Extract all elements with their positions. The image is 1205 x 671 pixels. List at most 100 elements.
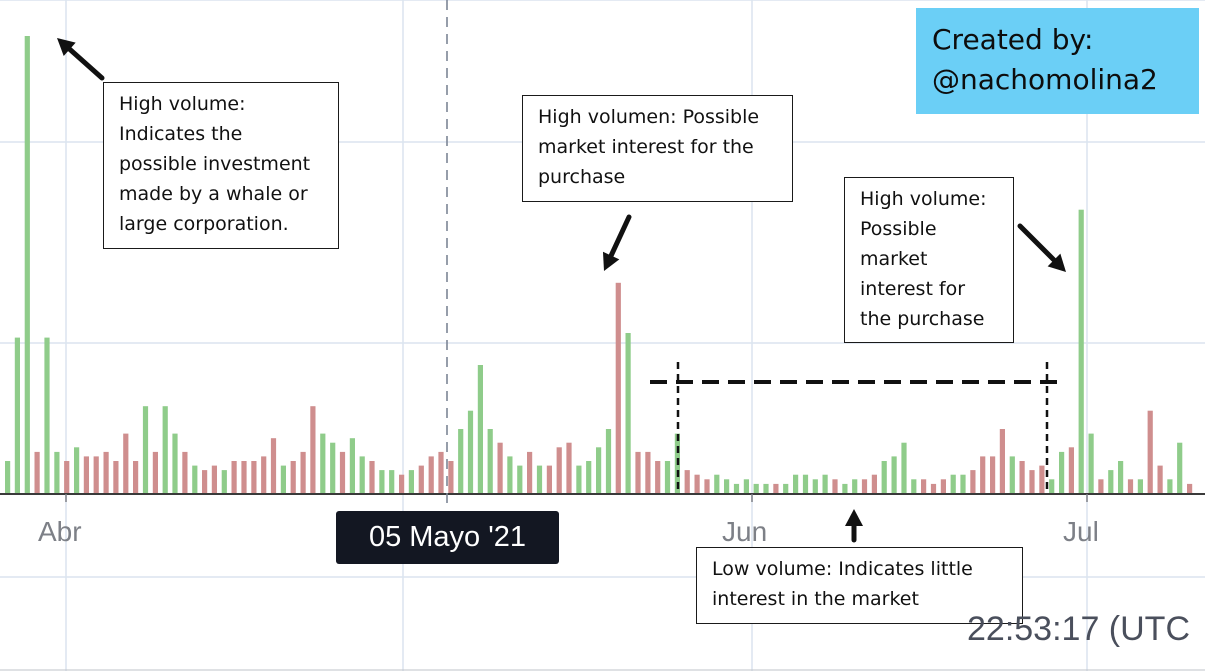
volume-bar xyxy=(467,410,474,493)
volume-bar xyxy=(1127,479,1134,493)
volume-bar xyxy=(615,282,621,493)
annotation-line: High volume: xyxy=(860,188,987,210)
volume-bar xyxy=(1157,465,1163,493)
arrow-icon xyxy=(57,38,105,81)
volume-bar xyxy=(773,483,779,493)
volume-bar xyxy=(940,479,946,493)
volume-bar xyxy=(280,465,286,493)
x-tick-label: Abr xyxy=(38,516,82,547)
volume-bar xyxy=(625,333,631,493)
arrow-shaft xyxy=(1017,223,1057,263)
volume-bar xyxy=(1118,461,1124,493)
volume-bars xyxy=(5,36,1193,493)
volume-bar xyxy=(921,479,927,493)
volume-bar xyxy=(34,451,40,493)
volume-bar xyxy=(477,365,483,493)
credit-handle: @nachomolina2 xyxy=(932,63,1158,96)
annotation-line: market interest for the xyxy=(538,136,754,158)
annotation-line: the purchase xyxy=(860,308,985,330)
volume-bar xyxy=(458,429,464,493)
volume-bar xyxy=(655,461,661,493)
volume-bar xyxy=(881,461,887,493)
volume-bar xyxy=(753,483,759,493)
volume-bar xyxy=(24,36,30,493)
volume-bar xyxy=(586,461,592,493)
volume-bar xyxy=(714,474,720,493)
annotation-line: High volume: xyxy=(119,93,246,115)
volume-bar xyxy=(1108,470,1114,493)
volume-bar xyxy=(320,433,326,493)
volume-bar xyxy=(1059,451,1065,493)
annotation-line: High volumen: Possible xyxy=(538,106,760,128)
volume-bar xyxy=(842,483,848,493)
volume-bar xyxy=(861,479,868,493)
volume-bar xyxy=(1147,410,1153,493)
volume-bar xyxy=(1019,461,1025,493)
volume-bar xyxy=(330,442,336,493)
annotation-low-volume: Low volume: Indicates little interest in… xyxy=(696,547,1023,624)
volume-bar xyxy=(999,429,1005,493)
volume-bar xyxy=(930,483,937,493)
volume-bar xyxy=(724,479,730,493)
volume-bar xyxy=(990,456,996,493)
volume-bar xyxy=(310,406,316,493)
volume-bar xyxy=(182,451,188,493)
annotation-line: Low volume: Indicates little xyxy=(712,558,973,580)
volume-bar xyxy=(980,456,986,493)
volume-bar xyxy=(54,451,60,493)
volume-bar xyxy=(103,451,109,493)
volume-bar xyxy=(202,470,208,493)
volume-bar xyxy=(290,461,296,493)
volume-bar xyxy=(1088,433,1094,493)
volume-bar xyxy=(359,456,365,493)
arrow-head xyxy=(602,251,620,271)
volume-bar xyxy=(635,451,641,493)
volume-bar xyxy=(704,479,710,493)
arrow-head xyxy=(845,509,863,526)
volume-bar xyxy=(211,465,217,493)
volume-bar xyxy=(763,483,769,493)
volume-bar xyxy=(5,461,11,493)
volume-bar xyxy=(152,451,158,493)
volume-bar xyxy=(369,461,375,493)
volume-bar xyxy=(44,337,50,493)
volume-bar xyxy=(162,406,168,493)
volume-bar xyxy=(1177,442,1183,493)
volume-bar xyxy=(970,470,976,493)
annotation-line: large corporation. xyxy=(119,213,289,235)
crosshair-date-badge: 05 Mayo '21 xyxy=(336,511,559,564)
volume-bar xyxy=(743,479,749,493)
volume-bar xyxy=(684,470,690,493)
volume-bar xyxy=(221,470,227,493)
volume-bar xyxy=(389,470,395,493)
volume-bar xyxy=(517,465,523,493)
volume-bar xyxy=(418,465,424,493)
volume-bar xyxy=(527,451,533,493)
volume-bar xyxy=(832,479,838,493)
volume-bar xyxy=(428,456,434,493)
volume-bar xyxy=(960,474,966,493)
volume-bar xyxy=(133,461,139,493)
volume-bar xyxy=(891,456,897,493)
volume-bar xyxy=(911,479,917,493)
overlay xyxy=(0,0,1205,543)
volume-bar xyxy=(241,461,247,493)
annotation-july: High volume: Possible market interest fo… xyxy=(844,177,1014,343)
credit-box: Created by: @nachomolina2 xyxy=(916,8,1199,114)
volume-bar xyxy=(1049,479,1055,493)
volume-bar xyxy=(64,461,70,493)
volume-bar xyxy=(605,429,612,493)
volume-bar xyxy=(251,461,257,493)
volume-bar xyxy=(74,447,80,493)
volume-bar xyxy=(349,438,355,493)
volume-bar xyxy=(300,451,306,493)
volume-bar xyxy=(83,456,89,493)
arrow-shaft xyxy=(608,214,632,259)
volume-bar xyxy=(733,483,740,493)
volume-bar xyxy=(1167,479,1173,493)
volume-bar xyxy=(1098,479,1104,493)
credit-title: Created by: xyxy=(932,23,1094,56)
volume-bar xyxy=(822,474,828,493)
volume-bar xyxy=(1068,447,1074,493)
